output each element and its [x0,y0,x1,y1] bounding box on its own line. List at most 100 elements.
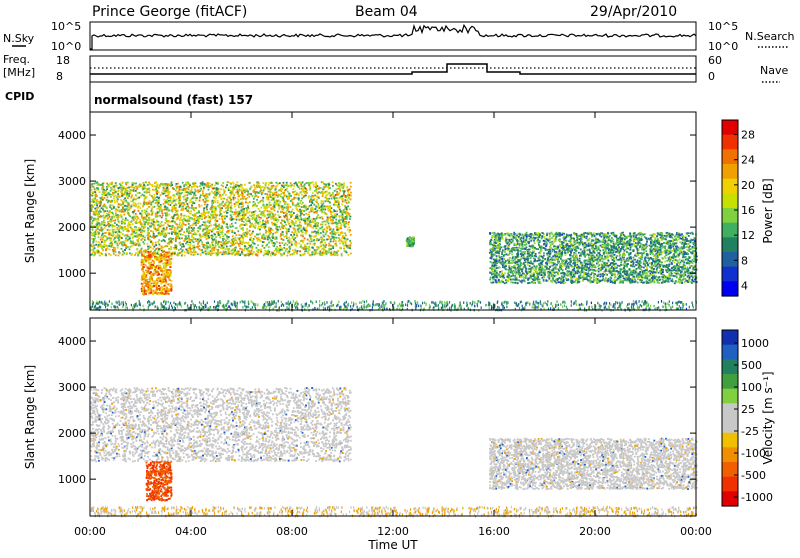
data-point [146,196,148,198]
data-point [111,212,113,214]
data-point [135,252,137,254]
data-point [176,183,178,185]
data-point [196,217,198,219]
data-point [310,200,312,202]
data-point [155,290,157,292]
data-point [165,280,167,282]
data-point [306,192,308,194]
data-point [234,237,236,239]
data-point [129,238,131,240]
data-point [176,211,178,213]
data-point [337,253,339,255]
data-point [130,240,132,242]
data-point [158,202,160,204]
nave-series [90,64,696,74]
data-point [330,213,332,215]
data-point [184,235,186,237]
data-point [247,253,249,255]
data-point [237,181,239,183]
data-point [262,235,264,237]
data-point [308,246,310,248]
data-point [171,241,173,243]
data-point [105,193,107,195]
data-point [157,208,159,210]
data-point [129,248,131,250]
data-point [340,185,342,187]
data-point [276,241,278,243]
data-point [163,270,165,272]
data-point [339,206,341,208]
data-point [117,229,119,231]
data-point [193,241,195,243]
data-point [262,245,264,247]
data-point [179,186,181,188]
data-point [240,186,242,188]
data-point [341,253,343,255]
data-point [346,186,348,188]
data-point [174,196,176,198]
data-point [145,221,147,223]
data-point [220,188,222,190]
data-point [227,230,229,232]
data-point [341,204,343,206]
data-point [244,184,246,186]
data-point [175,190,177,192]
data-point [109,183,111,185]
data-point [305,207,307,209]
data-point [191,227,193,229]
data-point [274,254,276,256]
data-point [115,235,117,237]
data-point [145,279,147,281]
data-point [202,183,204,185]
data-point [240,243,242,245]
data-point [173,216,175,218]
data-point [115,241,117,243]
data-point [183,199,185,201]
data-point [123,211,125,213]
data-point [162,232,164,234]
data-point [340,227,342,229]
data-point [161,212,163,214]
data-point [290,226,292,228]
data-point [334,213,336,215]
data-point [228,204,230,206]
data-point [335,189,337,191]
data-point [242,194,244,196]
data-point [335,237,337,239]
data-point [97,188,99,190]
data-point [236,227,238,229]
data-point [169,232,171,234]
data-point [179,205,181,207]
data-point [318,207,320,209]
data-point [323,234,325,236]
data-point [124,249,126,251]
data-point [94,247,96,249]
data-point [237,251,239,253]
data-point [168,248,170,250]
data-point [164,240,166,242]
data-point [113,239,115,241]
data-point [301,206,303,208]
data-point [262,186,264,188]
data-point [312,207,314,209]
data-point [107,221,109,223]
data-point [194,223,196,225]
data-point [338,222,340,224]
data-point [184,255,186,257]
data-point [202,235,204,237]
nsearch-tick-bottom: 10^0 [708,40,738,53]
data-point [229,218,231,220]
data-point [167,221,169,223]
data-point [254,236,256,238]
data-point [202,246,204,248]
data-point [222,185,224,187]
data-point [102,233,104,235]
data-point [337,232,339,234]
data-point [253,198,255,200]
data-point [315,186,317,188]
data-point [297,210,299,212]
data-point [326,199,328,201]
data-point [319,254,321,256]
data-point [151,264,153,266]
